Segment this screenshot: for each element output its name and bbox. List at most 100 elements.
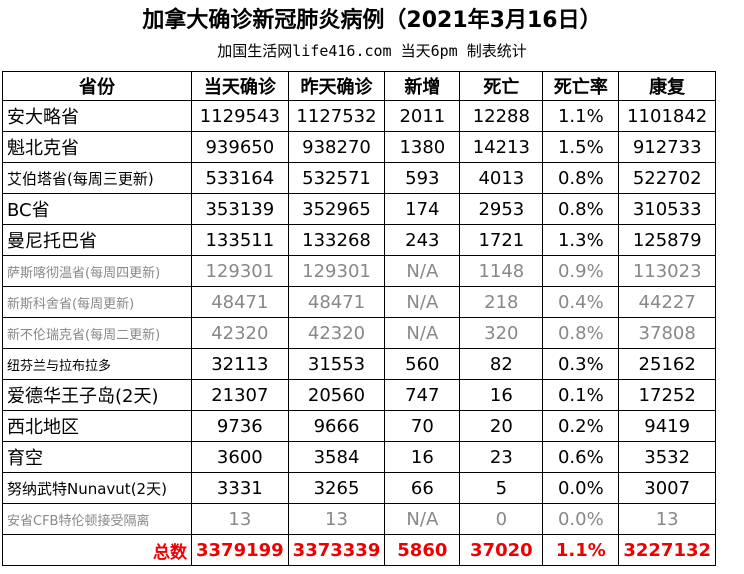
table-row: 安大略省 1129543 1127532 2011 12288 1.1% 1101842 bbox=[2, 100, 717, 132]
table-cell: 0.8% bbox=[542, 162, 620, 194]
table-cell: 522702 bbox=[618, 162, 717, 194]
table-cell: 23 bbox=[459, 441, 544, 473]
table-cell: 1148 bbox=[459, 255, 544, 287]
table-cell: 13 bbox=[191, 503, 289, 535]
table-cell: 1101842 bbox=[618, 100, 717, 132]
table-cell: 25162 bbox=[618, 348, 717, 380]
table-cell: 纽芬兰与拉布拉多 bbox=[2, 348, 192, 380]
table-cell: 37808 bbox=[618, 317, 717, 349]
table-cell: 37020 bbox=[459, 534, 544, 566]
table-cell: N/A bbox=[384, 286, 461, 318]
column-header: 当天确诊 bbox=[191, 71, 289, 101]
table-cell: 20560 bbox=[287, 379, 386, 411]
table-cell: 113023 bbox=[618, 255, 717, 287]
table-cell: N/A bbox=[384, 503, 461, 535]
table-cell: 3584 bbox=[287, 441, 386, 473]
table-cell: 艾伯塔省(每周三更新) bbox=[2, 162, 192, 194]
table-cell: N/A bbox=[384, 317, 461, 349]
table-cell: 129301 bbox=[191, 255, 289, 287]
table-cell: 1380 bbox=[384, 131, 461, 163]
table: 省份 当天确诊 昨天确诊 新增 死亡 死亡率 康复 安大略省 1129543 1127532 20… bbox=[2, 71, 717, 566]
table-cell: 3331 bbox=[191, 472, 289, 504]
table-cell: 2011 bbox=[384, 100, 461, 132]
table-cell: 安省CFB特伦顿接受隔离 bbox=[2, 503, 192, 535]
table-cell: 5860 bbox=[384, 534, 461, 566]
table-cell: 13 bbox=[287, 503, 386, 535]
table-row: 新不伦瑞克省(每周二更新) 42320 42320 N/A 320 0.8% 37808 bbox=[2, 317, 717, 349]
table-cell: BC省 bbox=[2, 193, 192, 225]
table-cell: 125879 bbox=[618, 224, 717, 256]
table-cell: 532571 bbox=[287, 162, 386, 194]
table-row: 爱德华王子岛(2天) 21307 20560 747 16 0.1% 17252 bbox=[2, 379, 717, 411]
table-cell: 174 bbox=[384, 193, 461, 225]
table-cell: 17252 bbox=[618, 379, 717, 411]
table-cell: 3379199 bbox=[191, 534, 289, 566]
table-cell: 总数 bbox=[2, 534, 192, 566]
table-cell: 3532 bbox=[618, 441, 717, 473]
table-cell: 16 bbox=[384, 441, 461, 473]
table-cell: 32113 bbox=[191, 348, 289, 380]
table-cell: 16 bbox=[459, 379, 544, 411]
table-cell: 3227132 bbox=[618, 534, 717, 566]
table-cell: 0.1% bbox=[542, 379, 620, 411]
table-cell: 13 bbox=[618, 503, 717, 535]
table-row: 总数 3379199 3373339 5860 37020 1.1% 3227132 bbox=[2, 534, 717, 566]
table-cell: 70 bbox=[384, 410, 461, 442]
table-cell: 1.1% bbox=[542, 534, 620, 566]
table-cell: 21307 bbox=[191, 379, 289, 411]
table-cell: 1721 bbox=[459, 224, 544, 256]
table-cell: 352965 bbox=[287, 193, 386, 225]
table-cell: 西北地区 bbox=[2, 410, 192, 442]
column-header: 省份 bbox=[2, 71, 192, 101]
table-cell: 5 bbox=[459, 472, 544, 504]
table-cell: 44227 bbox=[618, 286, 717, 318]
table-cell: 218 bbox=[459, 286, 544, 318]
table-cell: 新不伦瑞克省(每周二更新) bbox=[2, 317, 192, 349]
table-row: 纽芬兰与拉布拉多 32113 31553 560 82 0.3% 25162 bbox=[2, 348, 717, 380]
table-cell: 0.0% bbox=[542, 503, 620, 535]
table-cell: 31553 bbox=[287, 348, 386, 380]
table-cell: 9666 bbox=[287, 410, 386, 442]
table-cell: 曼尼托巴省 bbox=[2, 224, 192, 256]
table-cell: 新斯科舍省(每周更新) bbox=[2, 286, 192, 318]
table-cell: 萨斯喀彻温省(每周四更新) bbox=[2, 255, 192, 287]
table-cell: 912733 bbox=[618, 131, 717, 163]
table-cell: 努纳武特Nunavut(2天) bbox=[2, 472, 192, 504]
table-cell: 0.4% bbox=[542, 286, 620, 318]
table-cell: 129301 bbox=[287, 255, 386, 287]
column-header: 新增 bbox=[384, 71, 461, 101]
table-cell: 353139 bbox=[191, 193, 289, 225]
table-cell: 3600 bbox=[191, 441, 289, 473]
table-cell: 747 bbox=[384, 379, 461, 411]
table-row: 魁北克省 939650 938270 1380 14213 1.5% 912733 bbox=[2, 131, 717, 163]
table-cell: 1129543 bbox=[191, 100, 289, 132]
table-cell: 593 bbox=[384, 162, 461, 194]
table-cell: 42320 bbox=[191, 317, 289, 349]
table-cell: 42320 bbox=[287, 317, 386, 349]
table-cell: 育空 bbox=[2, 441, 192, 473]
table-cell: 爱德华王子岛(2天) bbox=[2, 379, 192, 411]
column-header: 康复 bbox=[618, 71, 717, 101]
table-cell: 20 bbox=[459, 410, 544, 442]
table-row: 曼尼托巴省 133511 133268 243 1721 1.3% 125879 bbox=[2, 224, 717, 256]
table-cell: 3007 bbox=[618, 472, 717, 504]
table-cell: 310533 bbox=[618, 193, 717, 225]
table-row: 艾伯塔省(每周三更新) 533164 532571 593 4013 0.8% 522702 bbox=[2, 162, 717, 194]
table-body: 安大略省 1129543 1127532 2011 12288 1.1% 1101842 魁北… bbox=[2, 100, 717, 566]
table-cell: 安大略省 bbox=[2, 100, 192, 132]
table-row: BC省 353139 352965 174 2953 0.8% 310533 bbox=[2, 193, 717, 225]
table-cell: 魁北克省 bbox=[2, 131, 192, 163]
table-cell: 1.1% bbox=[542, 100, 620, 132]
column-header: 死亡 bbox=[459, 71, 544, 101]
column-header: 死亡率 bbox=[542, 71, 620, 101]
table-cell: 133511 bbox=[191, 224, 289, 256]
table-cell: 320 bbox=[459, 317, 544, 349]
table-row: 萨斯喀彻温省(每周四更新) 129301 129301 N/A 1148 0.9% 1130… bbox=[2, 255, 717, 287]
table-cell: 14213 bbox=[459, 131, 544, 163]
table-cell: 939650 bbox=[191, 131, 289, 163]
table-cell: 0.0% bbox=[542, 472, 620, 504]
table-row: 育空 3600 3584 16 23 0.6% 3532 bbox=[2, 441, 717, 473]
table-cell: 9736 bbox=[191, 410, 289, 442]
table-row: 新斯科舍省(每周更新) 48471 48471 N/A 218 0.4% 44227 bbox=[2, 286, 717, 318]
